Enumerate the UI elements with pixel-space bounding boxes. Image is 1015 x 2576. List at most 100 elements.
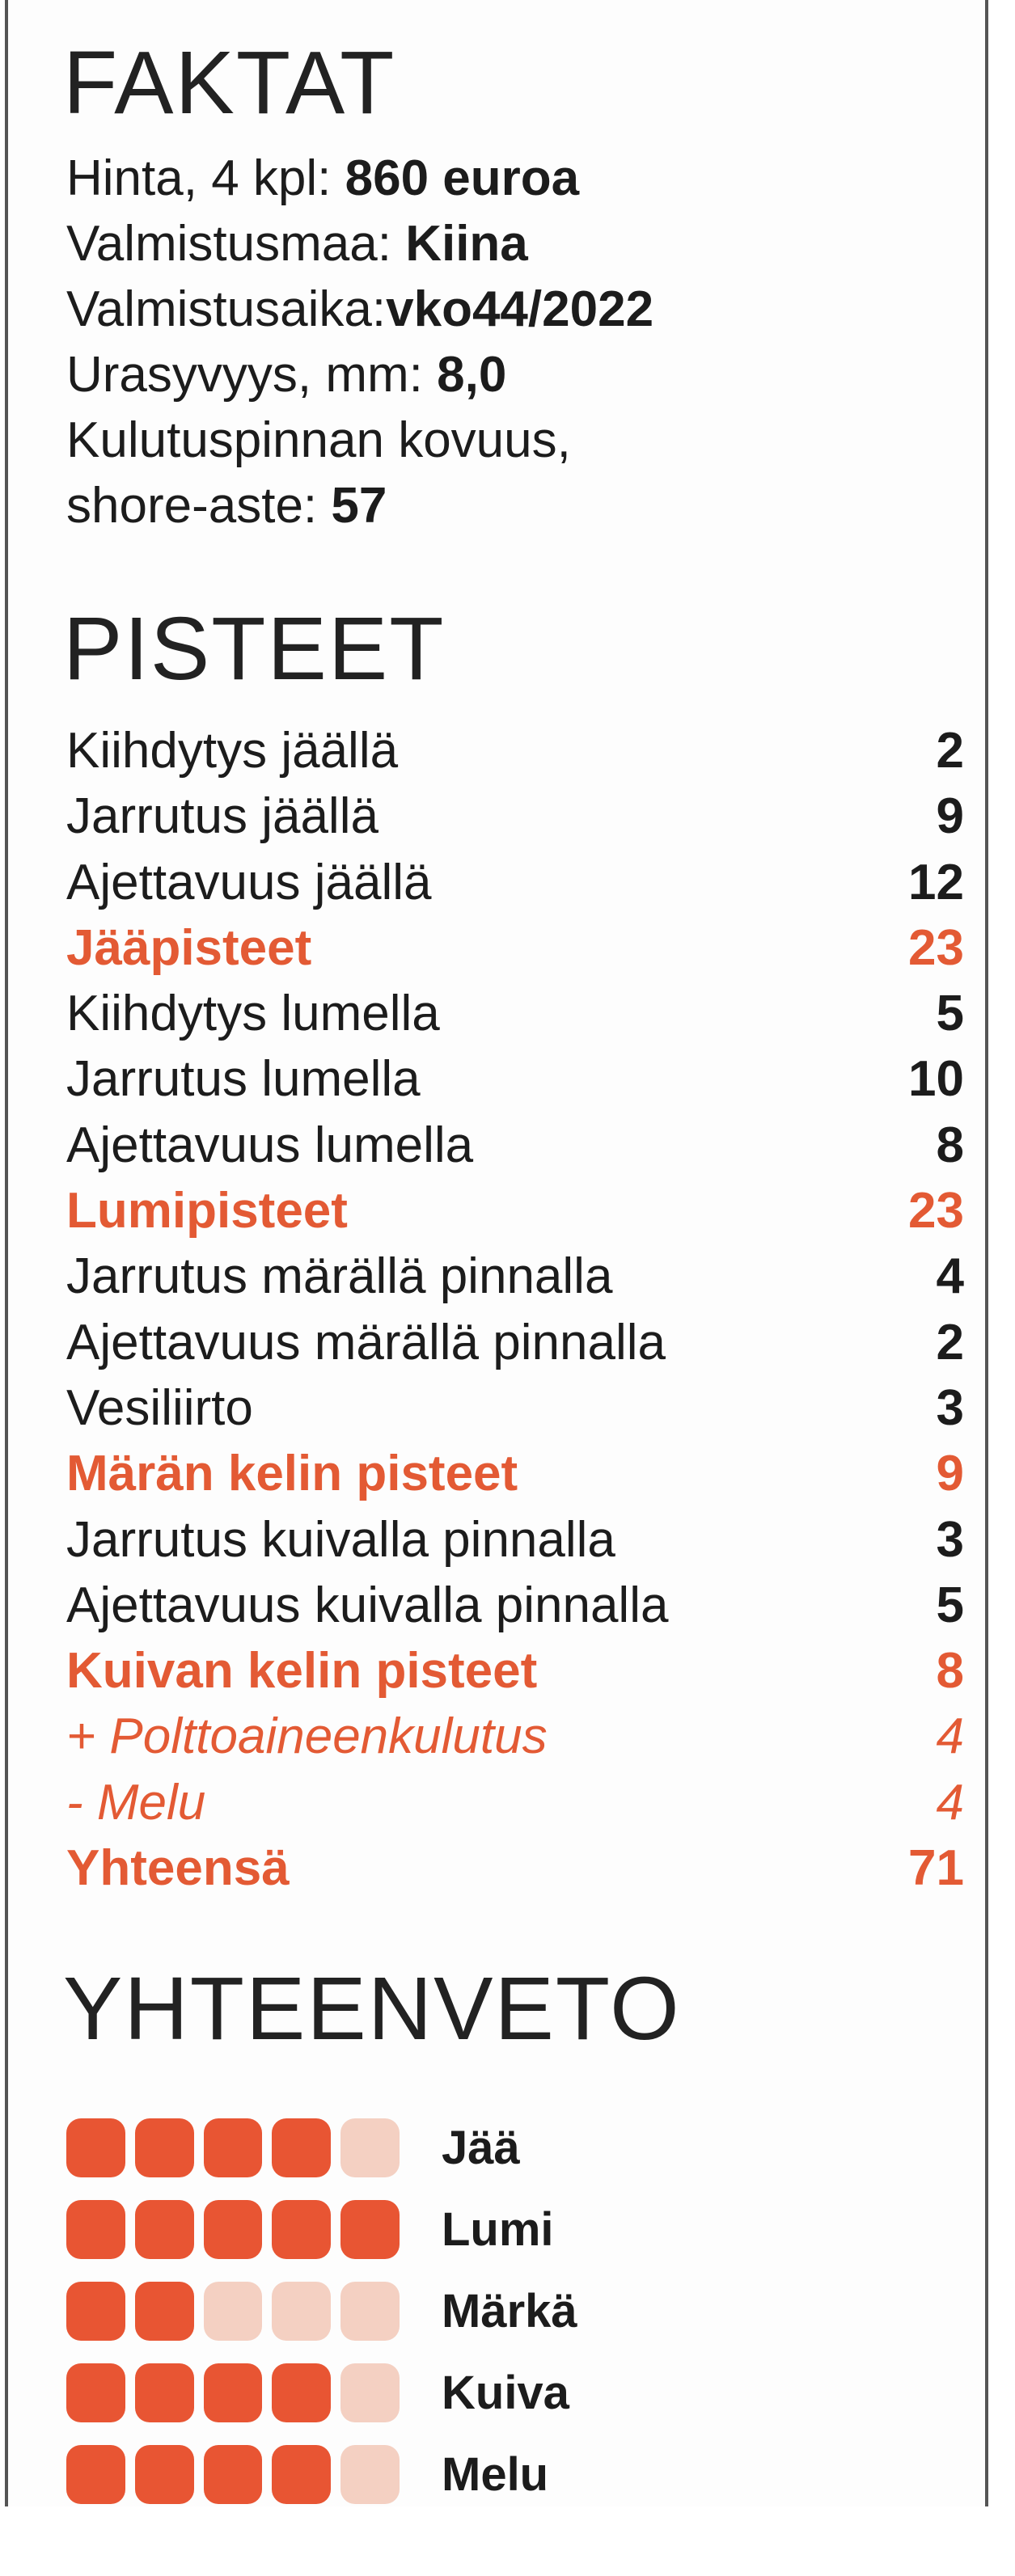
score-row: Ajettavuus kuivalla pinnalla 5 xyxy=(66,1573,964,1638)
score-value: 23 xyxy=(908,919,964,976)
facts-list: Hinta, 4 kpl: 860 euroa Valmistusmaa: Kii… xyxy=(66,146,956,538)
score-value: 9 xyxy=(936,788,964,845)
rating-dot-filled xyxy=(272,2445,332,2504)
rating-dots xyxy=(66,2445,400,2504)
rating-dot-empty xyxy=(203,2282,263,2341)
rating-dot-filled xyxy=(66,2200,125,2259)
rating-dot-empty xyxy=(340,2445,400,2504)
score-label: Jarrutus jäällä xyxy=(66,788,379,845)
fact-label: Urasyvyys, mm: xyxy=(66,347,438,403)
summary-ratings: Jää Lumi Märkä Kuiva Melu xyxy=(66,2107,577,2515)
score-row: Jarrutus lumella 10 xyxy=(66,1046,964,1112)
rating-dot-filled xyxy=(66,2118,125,2177)
score-value: 2 xyxy=(936,1314,964,1370)
fact-label: shore-aste: xyxy=(66,478,332,534)
score-total-row: Kuivan kelin pisteet 8 xyxy=(66,1638,964,1704)
rating-dot-filled xyxy=(203,2118,263,2177)
score-label: Vesiliirto xyxy=(66,1379,253,1436)
rating-dot-filled xyxy=(66,2445,125,2504)
score-value: 2 xyxy=(936,723,964,779)
score-value: 4 xyxy=(936,1708,964,1765)
fact-value: Kiina xyxy=(405,216,528,272)
rating-dot-filled xyxy=(203,2363,263,2422)
facts-title: FAKTAT xyxy=(63,33,396,133)
score-total-row: Lumipisteet 23 xyxy=(66,1178,964,1244)
rating-label: Lumi xyxy=(442,2203,554,2256)
score-label: Jarrutus märällä pinnalla xyxy=(66,1248,613,1305)
score-label: Märän kelin pisteet xyxy=(66,1446,518,1502)
score-value: 8 xyxy=(936,1117,964,1173)
rating-row: Kuiva xyxy=(66,2352,577,2434)
score-value: 12 xyxy=(908,854,964,910)
rating-dot-empty xyxy=(272,2282,332,2341)
score-label: Ajettavuus märällä pinnalla xyxy=(66,1314,666,1370)
rating-dot-empty xyxy=(340,2282,400,2341)
score-value: 3 xyxy=(936,1379,964,1436)
score-label: Kiihdytys jäällä xyxy=(66,723,399,779)
fact-value: vko44/2022 xyxy=(386,281,654,337)
fact-line: Valmistusaika:vko44/2022 xyxy=(66,277,956,342)
rating-dot-filled xyxy=(340,2200,400,2259)
fact-label: Valmistusmaa: xyxy=(66,216,406,272)
scores-table: Kiihdytys jäällä 2 Jarrutus jäällä 9 Ajettav… xyxy=(66,718,964,1901)
rating-dot-filled xyxy=(134,2445,194,2504)
score-value: 4 xyxy=(936,1774,964,1831)
rating-dot-filled xyxy=(134,2282,194,2341)
rating-row: Jää xyxy=(66,2107,577,2189)
rating-dots xyxy=(66,2200,400,2259)
score-row: Ajettavuus märällä pinnalla 2 xyxy=(66,1310,964,1375)
fact-line: Urasyvyys, mm: 8,0 xyxy=(66,342,956,408)
score-value: 23 xyxy=(908,1183,964,1239)
fact-label: Hinta, 4 kpl: xyxy=(66,150,345,206)
score-row: - Melu 4 xyxy=(66,1770,964,1835)
rating-dot-empty xyxy=(340,2118,400,2177)
score-label: Jääpisteet xyxy=(66,919,312,976)
rating-dots xyxy=(66,2282,400,2341)
rating-row: Märkä xyxy=(66,2270,577,2352)
fact-line: Kulutuspinnan kovuus, xyxy=(66,408,956,473)
fact-label: Kulutuspinnan kovuus, xyxy=(66,412,571,468)
score-row: + Polttoaineenkulutus 4 xyxy=(66,1704,964,1769)
rating-dots xyxy=(66,2118,400,2177)
score-label: Yhteensä xyxy=(66,1840,290,1897)
rating-label: Jää xyxy=(442,2122,520,2174)
fact-box: FAKTAT Hinta, 4 kpl: 860 euroa Valmistusm… xyxy=(5,0,988,2506)
score-label: Jarrutus lumella xyxy=(66,1051,421,1108)
score-value: 71 xyxy=(908,1840,964,1897)
rating-dot-filled xyxy=(272,2118,332,2177)
score-label: Ajettavuus kuivalla pinnalla xyxy=(66,1577,669,1633)
rating-label: Melu xyxy=(442,2448,549,2501)
score-label: + Polttoaineenkulutus xyxy=(66,1708,548,1765)
summary-title: YHTEENVETO xyxy=(63,1959,681,2059)
fact-line: Hinta, 4 kpl: 860 euroa xyxy=(66,146,956,211)
score-value: 5 xyxy=(936,1577,964,1633)
fact-line: shore-aste: 57 xyxy=(66,473,956,538)
score-value: 4 xyxy=(936,1248,964,1305)
rating-dot-filled xyxy=(66,2282,125,2341)
rating-dot-filled xyxy=(66,2363,125,2422)
fact-line: Valmistusmaa: Kiina xyxy=(66,211,956,277)
fact-value: 8,0 xyxy=(437,347,507,403)
score-label: Ajettavuus lumella xyxy=(66,1117,474,1173)
rating-dot-filled xyxy=(134,2200,194,2259)
score-row: Ajettavuus lumella 8 xyxy=(66,1113,964,1178)
score-value: 10 xyxy=(908,1051,964,1108)
rating-row: Melu xyxy=(66,2434,577,2515)
score-total-row: Yhteensä 71 xyxy=(66,1835,964,1901)
rating-dots xyxy=(66,2363,400,2422)
rating-label: Kuiva xyxy=(442,2367,569,2419)
score-row: Jarrutus märällä pinnalla 4 xyxy=(66,1244,964,1309)
fact-label: Valmistusaika: xyxy=(66,281,387,337)
fact-value: 57 xyxy=(331,478,387,534)
score-row: Kiihdytys jäällä 2 xyxy=(66,718,964,783)
rating-dot-filled xyxy=(134,2118,194,2177)
score-value: 9 xyxy=(936,1446,964,1502)
rating-dot-filled xyxy=(134,2363,194,2422)
score-label: Jarrutus kuivalla pinnalla xyxy=(66,1511,615,1568)
rating-dot-filled xyxy=(203,2200,263,2259)
rating-dot-empty xyxy=(340,2363,400,2422)
rating-label: Märkä xyxy=(442,2285,577,2337)
rating-dot-filled xyxy=(272,2200,332,2259)
score-value: 5 xyxy=(936,986,964,1042)
score-label: - Melu xyxy=(66,1774,206,1831)
